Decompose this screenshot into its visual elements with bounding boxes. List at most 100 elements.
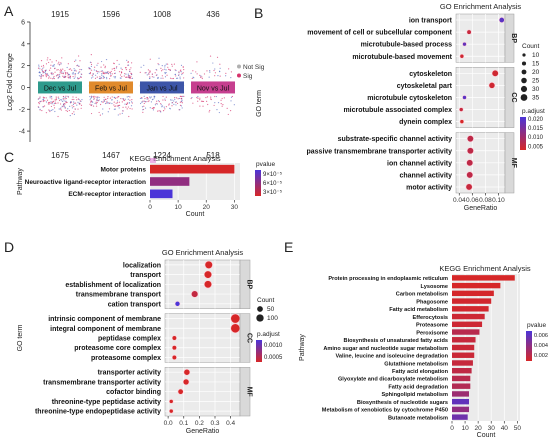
panel-a-point <box>102 108 104 110</box>
panel-a-point <box>90 65 92 68</box>
panel-a-point <box>57 96 59 98</box>
panel-a-point <box>180 69 182 71</box>
bar <box>452 352 475 358</box>
panel-a-point <box>51 73 53 76</box>
panel-a-point <box>156 100 158 102</box>
panel-a-point <box>98 77 101 80</box>
panel-a-point <box>158 57 160 59</box>
panel-a-point <box>93 66 96 68</box>
term-label: cofactor binding <box>106 389 161 396</box>
panel-a-point <box>42 96 44 98</box>
x-tick-label: 0.2 <box>195 420 204 427</box>
color-legend-label: 0.005 <box>528 144 544 150</box>
panel-a-point <box>141 97 143 100</box>
panel-a-point <box>162 99 164 101</box>
panel-a-point <box>41 70 43 72</box>
panel-a-point <box>57 77 59 79</box>
panel-a-point <box>106 71 108 73</box>
panel-a-point <box>54 100 56 102</box>
panel-b-go-dotplot: GO Enrichment Analysis ion transport movem… <box>256 2 545 212</box>
panel-a-point <box>96 70 98 72</box>
panel-a-point <box>151 107 153 109</box>
panel-a-point <box>162 110 165 112</box>
panel-a-point <box>111 102 113 105</box>
panel-a-point <box>90 69 93 71</box>
panel-a-point <box>179 104 182 107</box>
term-label: intrinsic component of membrane <box>48 316 161 323</box>
panel-a-point <box>221 105 223 107</box>
panel-a-point <box>66 72 69 74</box>
panel-a-point <box>206 96 209 98</box>
panel-a-point <box>158 64 160 66</box>
panel-a-point <box>43 105 46 107</box>
panel-a-point <box>76 104 78 106</box>
panel-a-point <box>106 102 109 104</box>
panel-a-point <box>173 63 175 65</box>
panel-a-point <box>79 100 81 102</box>
panel-a-point <box>153 76 155 78</box>
panel-a-point <box>174 73 176 76</box>
panel-a-point <box>118 101 120 103</box>
panel-a-point <box>206 70 208 72</box>
panel-a-point <box>165 63 167 65</box>
panel-a-point <box>69 75 71 77</box>
panel-a-point <box>59 70 61 72</box>
panel-a-point <box>145 72 147 74</box>
panel-a-point <box>64 70 66 72</box>
term-label: threonine-type endopeptidase activity <box>35 409 161 416</box>
panel-a-point <box>130 73 133 75</box>
panel-a-point <box>54 67 56 70</box>
panel-a-point <box>64 103 66 105</box>
panel-a-point <box>122 110 124 112</box>
x-tick-label: 30 <box>488 425 496 432</box>
panel-a-point <box>176 102 179 105</box>
panel-a-point <box>110 70 112 73</box>
panel-a-point <box>79 68 81 71</box>
panel-a-point <box>65 101 67 104</box>
panel-a-point <box>114 108 116 110</box>
category-label: Biosynthesis of nucleotide sugars <box>357 400 448 406</box>
panel-a-point <box>118 104 121 106</box>
panel-a-point <box>59 108 62 110</box>
panel-a-point <box>90 96 93 99</box>
panel-a-point <box>164 72 166 75</box>
panel-a-point <box>96 96 98 99</box>
term-dot <box>459 53 465 59</box>
panel-a-point <box>65 73 67 75</box>
panel-a-point <box>165 96 167 98</box>
panel-a-point <box>228 68 230 70</box>
panel-a-point <box>175 69 177 72</box>
bar <box>452 329 480 335</box>
panel-a-point <box>78 65 80 67</box>
panel-a-point <box>48 102 50 104</box>
panel-a-point <box>101 74 103 76</box>
panel-a-point <box>49 59 51 61</box>
panel-a-point <box>201 76 203 78</box>
bar <box>452 282 501 289</box>
panel-a-point <box>140 66 142 68</box>
panel-a-point <box>183 77 185 79</box>
panel-a-point <box>161 105 164 107</box>
panel-a-point <box>101 70 103 72</box>
panel-a-point <box>191 77 193 80</box>
panel-a-point <box>152 109 155 111</box>
panel-a-point <box>150 101 153 103</box>
panel-a-point <box>227 113 229 116</box>
panel-a-point <box>55 99 58 101</box>
panel-a-point <box>165 69 167 71</box>
panel-a-point <box>80 104 83 106</box>
panel-a-group-label: Dec vs Jul <box>44 85 77 92</box>
panel-a-point <box>120 97 122 100</box>
panel-a-point <box>213 104 215 107</box>
panel-a-point <box>164 99 166 101</box>
panel-a-point <box>45 101 48 103</box>
panel-a-up-count: 1596 <box>102 10 120 19</box>
bar <box>452 406 469 413</box>
panel-a-point <box>142 109 144 111</box>
panel-a-point <box>207 103 209 106</box>
panel-a-point <box>66 66 68 69</box>
term-label: proteasome complex <box>91 355 161 362</box>
panel-a-point <box>78 55 80 57</box>
panel-a-point <box>231 95 234 98</box>
